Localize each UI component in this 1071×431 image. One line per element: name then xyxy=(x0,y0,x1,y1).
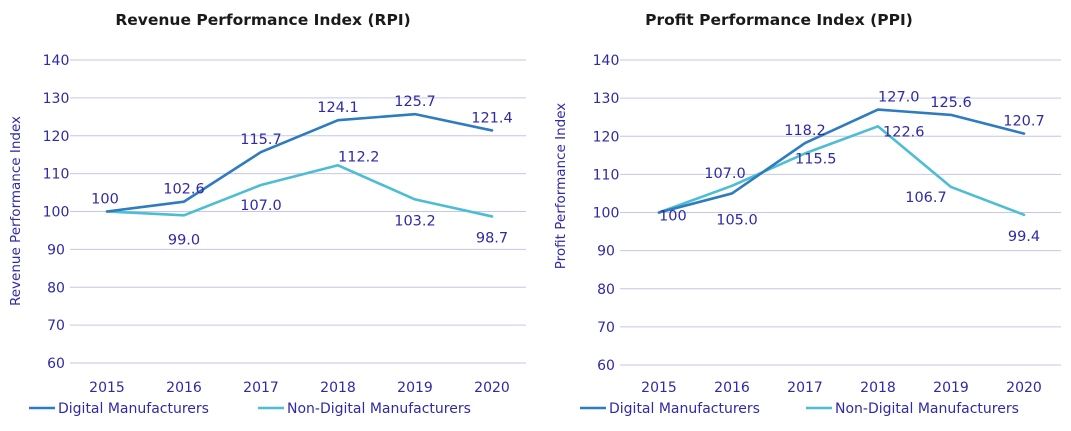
legend-label: Non-Digital Manufacturers xyxy=(835,401,1019,417)
y-tick-label: 80 xyxy=(47,280,65,296)
x-tick-label: 2019 xyxy=(397,380,433,396)
digital-manufacturers-line xyxy=(657,108,1026,214)
x-tick-label: 2019 xyxy=(933,380,969,396)
y-tick-label: 60 xyxy=(47,356,65,372)
x-tick-label: 2018 xyxy=(320,380,356,396)
non-digital-manufacturers-line xyxy=(657,125,1026,217)
digital-data-label: 115.7 xyxy=(240,132,282,148)
non-digital-data-label: 99.0 xyxy=(168,232,200,248)
y-tick-label: 120 xyxy=(43,129,70,145)
x-tick-label: 2020 xyxy=(474,380,510,396)
non-digital-data-label: 122.6 xyxy=(883,124,925,140)
ppi-chart-panel: Profit Performance Index (PPI) Profit Pe… xyxy=(536,0,1071,431)
y-tick-label: 100 xyxy=(593,206,620,222)
x-tick-label: 2016 xyxy=(166,380,202,396)
non-digital-data-label: 115.5 xyxy=(795,151,837,167)
y-tick-label: 110 xyxy=(593,167,620,183)
legend: Digital Manufacturers Non-Digital Manufac… xyxy=(29,401,471,417)
digital-data-label: 125.7 xyxy=(394,94,436,110)
legend: Digital Manufacturers Non-Digital Manufac… xyxy=(580,401,1019,417)
digital-data-label: 124.1 xyxy=(317,100,359,116)
digital-data-label: 100 xyxy=(91,192,119,208)
x-tick-label: 2017 xyxy=(787,380,823,396)
digital-data-label: 100 xyxy=(659,209,687,225)
chart-title: Revenue Performance Index (RPI) xyxy=(115,11,410,29)
y-tick-label: 80 xyxy=(597,282,615,298)
x-tick-label: 2017 xyxy=(243,380,279,396)
y-axis-label: Profit Performance Index xyxy=(553,103,569,270)
x-tick-label: 2018 xyxy=(860,380,896,396)
y-tick-label: 70 xyxy=(47,318,65,334)
x-tick-label: 2020 xyxy=(1006,380,1042,396)
legend-label: Non-Digital Manufacturers xyxy=(287,401,471,417)
digital-data-label: 105.0 xyxy=(716,212,758,228)
ppi-chart: Profit Performance Index (PPI) Profit Pe… xyxy=(553,11,1061,417)
digital-data-label: 127.0 xyxy=(878,90,920,106)
y-tick-label: 70 xyxy=(597,320,615,336)
non-digital-data-label: 103.2 xyxy=(394,213,436,229)
legend-label: Digital Manufacturers xyxy=(609,401,760,417)
digital-data-label: 118.2 xyxy=(784,123,826,139)
non-digital-manufacturers-line xyxy=(105,163,494,218)
y-tick-label: 60 xyxy=(597,358,615,374)
digital-data-label: 120.7 xyxy=(1003,114,1045,130)
digital-data-label: 102.6 xyxy=(163,182,205,198)
rpi-chart: Revenue Performance Index (RPI) Revenue … xyxy=(8,11,526,417)
y-tick-label: 110 xyxy=(43,167,70,183)
y-tick-label: 130 xyxy=(43,91,70,107)
x-tick-label: 2015 xyxy=(89,380,125,396)
x-tick-label: 2016 xyxy=(714,380,750,396)
digital-data-label: 121.4 xyxy=(471,110,513,126)
non-digital-data-label: 99.4 xyxy=(1008,229,1040,245)
chart-title: Profit Performance Index (PPI) xyxy=(645,11,913,29)
non-digital-data-label: 107.0 xyxy=(704,166,746,182)
y-tick-label: 90 xyxy=(597,244,615,260)
non-digital-data-label: 106.7 xyxy=(905,190,947,206)
non-digital-data-label: 98.7 xyxy=(476,230,508,246)
y-axis-label: Revenue Performance Index xyxy=(8,116,24,306)
non-digital-data-label: 112.2 xyxy=(338,149,380,165)
y-tick-label: 130 xyxy=(593,91,620,107)
rpi-chart-panel: Revenue Performance Index (RPI) Revenue … xyxy=(8,11,526,417)
y-tick-label: 140 xyxy=(43,53,70,69)
x-tick-label: 2015 xyxy=(641,380,677,396)
legend-label: Digital Manufacturers xyxy=(58,401,209,417)
y-tick-label: 90 xyxy=(47,242,65,258)
y-tick-label: 140 xyxy=(593,53,620,69)
y-tick-label: 120 xyxy=(593,129,620,145)
non-digital-data-label: 107.0 xyxy=(240,198,282,214)
digital-manufacturers-line xyxy=(105,112,494,213)
digital-data-label: 125.6 xyxy=(930,95,972,111)
y-tick-label: 100 xyxy=(43,205,70,221)
